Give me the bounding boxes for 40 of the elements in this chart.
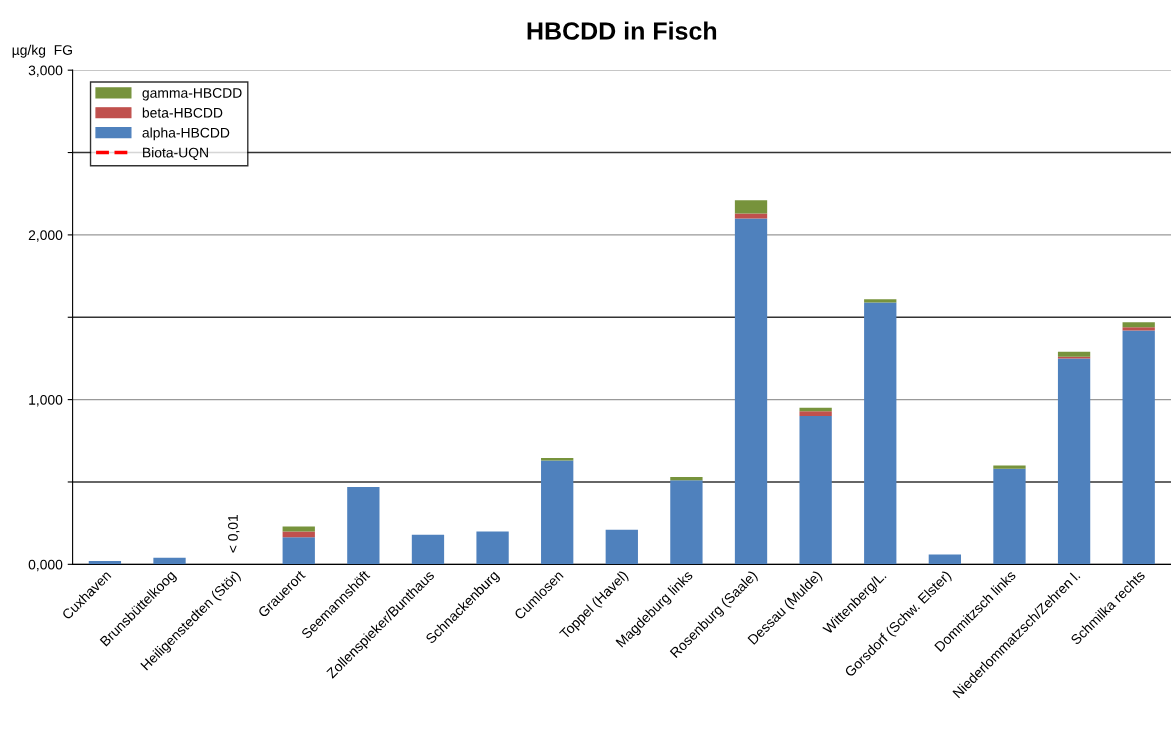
bar (799, 411, 832, 417)
y-tick-label: 3,000 (28, 65, 63, 77)
bar (734, 200, 768, 214)
y-axis-title: µg/kg FG (12, 44, 72, 58)
bar (541, 460, 574, 565)
bar (993, 468, 1026, 565)
chart-title: HBCDD in Fisch (527, 21, 717, 40)
bar (799, 407, 832, 412)
bar (476, 531, 509, 565)
bar (88, 561, 122, 565)
bar (670, 480, 703, 565)
bar (734, 213, 768, 219)
bar (670, 477, 703, 481)
bar (605, 529, 638, 565)
y-tick-label: 0,000 (28, 559, 63, 572)
bar (928, 554, 962, 565)
y-tick-label: 2,000 (28, 230, 63, 242)
bar (734, 218, 768, 565)
bar (864, 299, 897, 303)
bar (282, 526, 315, 532)
bar (282, 537, 315, 565)
legend-label: beta-HBCDD (142, 107, 223, 118)
bar (799, 416, 832, 565)
bar (993, 465, 1026, 469)
bar (1057, 358, 1091, 565)
y-tick-label: 1,000 (29, 394, 63, 407)
bar (541, 458, 574, 461)
bar (1122, 322, 1155, 328)
bar (153, 557, 186, 565)
legend-label: alpha-HBCDD (142, 127, 230, 141)
bar (864, 302, 897, 565)
legend-label: gamma-HBCDD (142, 87, 242, 101)
bar (1057, 351, 1091, 357)
bar (347, 486, 380, 565)
bar (1122, 327, 1155, 331)
bar (282, 531, 315, 538)
legend-label: Biota-UQN (143, 147, 208, 160)
bar (1122, 330, 1155, 565)
annotation: < 0,01 (228, 514, 240, 553)
bar (411, 534, 445, 565)
